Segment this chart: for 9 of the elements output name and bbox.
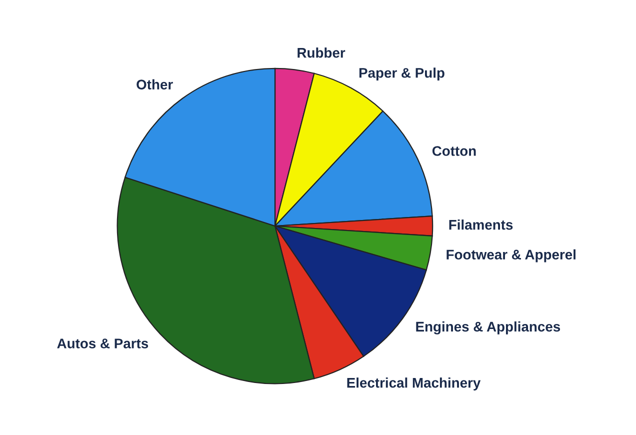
slice-label: Engines & Appliances xyxy=(416,321,560,334)
slice-label: Electrical Machinery xyxy=(347,378,481,390)
slice-label: Filaments xyxy=(449,220,513,230)
slice-label: Footwear & Apperel xyxy=(446,249,576,262)
slice-label: Paper & Pulp xyxy=(359,68,444,81)
slice-label: Cotton xyxy=(432,146,476,156)
slice-label: Other xyxy=(136,79,173,90)
slice-label: Autos & Parts xyxy=(57,338,148,348)
slice-label: Rubber xyxy=(298,48,346,58)
